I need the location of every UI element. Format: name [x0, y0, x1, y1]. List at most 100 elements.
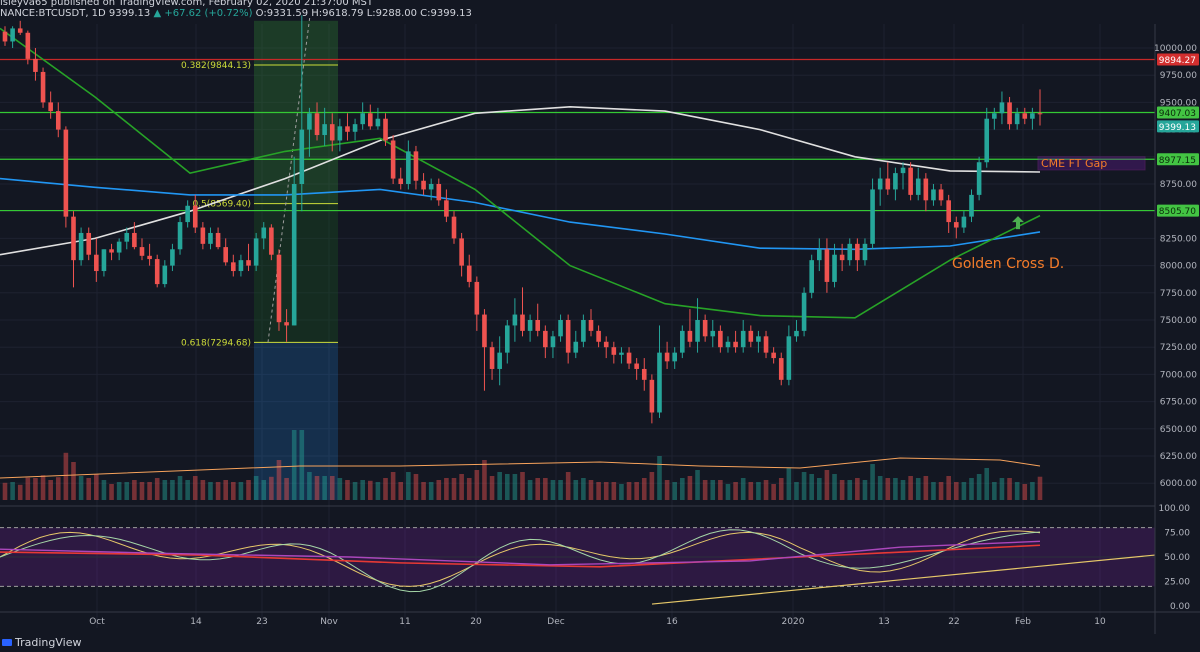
- ohlc-values: O:9331.59 H:9618.79 L:9288.00 C:9399.13: [255, 8, 472, 19]
- candle-body: [428, 184, 434, 190]
- volume-bar: [695, 470, 700, 500]
- volume-bar: [763, 480, 769, 500]
- volume-bar: [923, 476, 929, 500]
- volume-bar: [329, 476, 335, 500]
- volume-bar: [116, 482, 122, 500]
- candle-body: [702, 320, 708, 337]
- candle-body: [329, 124, 335, 141]
- candle-body: [200, 227, 206, 244]
- tradingview-brand-label: TradingView: [15, 636, 82, 649]
- volume-bar: [406, 472, 411, 500]
- volume-bar: [109, 484, 114, 500]
- volume-bar: [489, 476, 495, 500]
- volume-bar: [672, 482, 678, 500]
- time-tick-label: 22: [948, 617, 959, 627]
- candle-body: [71, 216, 76, 261]
- candle-body: [466, 265, 472, 282]
- publisher-line: isleyva65 published on TradingView.com, …: [0, 0, 374, 8]
- volume-bar: [710, 480, 716, 500]
- candle-body: [246, 260, 251, 266]
- volume-bar: [78, 476, 84, 500]
- volume-bar: [946, 476, 951, 500]
- volume-bar: [702, 480, 708, 500]
- ohlc-line: NANCE:BTCUSDT, 1D 9399.13 ▲ +67.62 (+0.7…: [0, 8, 472, 20]
- candle-body: [877, 178, 883, 190]
- price-tick-label: 9500.00: [1160, 98, 1197, 108]
- time-tick-label: 16: [666, 617, 678, 627]
- candle-body: [238, 260, 244, 272]
- time-tick-label: Nov: [320, 617, 338, 627]
- volume-bar: [322, 476, 327, 500]
- candle-body: [421, 180, 426, 190]
- time-tick-label: 23: [256, 617, 267, 627]
- candle-body: [124, 232, 130, 242]
- volume-bar: [809, 474, 814, 500]
- volume-bar: [885, 478, 891, 500]
- volume-bar: [611, 482, 617, 500]
- volume-bar: [908, 476, 913, 500]
- candle-body: [1022, 113, 1028, 119]
- candle-body: [1030, 113, 1035, 119]
- time-tick-label: 2020: [782, 617, 805, 627]
- rsi-ma-red-line: [0, 544, 1041, 568]
- volume-bar: [48, 480, 53, 500]
- candle-body: [748, 330, 754, 342]
- volume-bar: [976, 474, 982, 500]
- volume-bar: [25, 477, 31, 500]
- volume-bar: [778, 478, 784, 500]
- volume-bar: [786, 468, 792, 500]
- candle-body: [611, 347, 617, 355]
- candle-body: [794, 330, 799, 337]
- volume-bar: [223, 480, 228, 500]
- volume-bar: [527, 480, 533, 500]
- candle-body: [109, 249, 114, 253]
- volume-bar: [535, 478, 541, 500]
- volume-bar: [870, 464, 875, 500]
- ma-white-line: [0, 105, 1041, 256]
- volume-bar: [2, 482, 8, 500]
- time-tick-label: Feb: [1015, 617, 1031, 627]
- candle-body: [535, 320, 541, 331]
- volume-bar: [588, 480, 594, 500]
- volume-bar: [748, 482, 754, 500]
- volume-bar: [276, 460, 282, 500]
- tradingview-logo[interactable]: TradingView: [2, 636, 81, 649]
- candle-body: [170, 249, 175, 266]
- candle-body: [17, 28, 23, 33]
- volume-bar: [664, 480, 670, 500]
- candle-body: [162, 265, 168, 285]
- volume-bar: [847, 480, 853, 500]
- volume-bar: [893, 478, 898, 500]
- volume-bar: [573, 480, 579, 500]
- candle-body: [558, 320, 563, 337]
- volume-bar: [253, 476, 259, 500]
- candle-body: [2, 31, 8, 42]
- volume-bar: [71, 462, 76, 500]
- time-tick-label: Oct: [89, 617, 105, 627]
- volume-bar: [801, 472, 807, 500]
- candle-body: [718, 330, 723, 348]
- fib-trend-dashed-line: [267, 15, 311, 343]
- candle-body: [603, 341, 609, 348]
- volume-bar: [444, 478, 449, 500]
- level-tag-text: 9407.03: [1159, 109, 1196, 119]
- volume-bar: [482, 460, 487, 500]
- candle-body: [687, 330, 693, 342]
- cme-gap-box: [1037, 156, 1146, 171]
- tradingview-logo-mark-icon: [2, 639, 12, 646]
- candle-body: [116, 241, 122, 253]
- candle-body: [596, 330, 601, 342]
- volume-bar: [192, 476, 198, 500]
- candle-body: [619, 352, 624, 355]
- volume-bar: [86, 478, 92, 500]
- volume-bar: [139, 482, 145, 500]
- volume-ma-line: [0, 457, 1041, 479]
- candle-body: [953, 222, 959, 228]
- rsi-tick-label: 50.00: [1164, 553, 1190, 563]
- volume-bar: [154, 478, 160, 500]
- stoch-k-line: [0, 530, 1041, 587]
- candle-body: [999, 102, 1005, 114]
- candle-body: [192, 205, 198, 228]
- price-tick-label: 9750.00: [1160, 71, 1197, 81]
